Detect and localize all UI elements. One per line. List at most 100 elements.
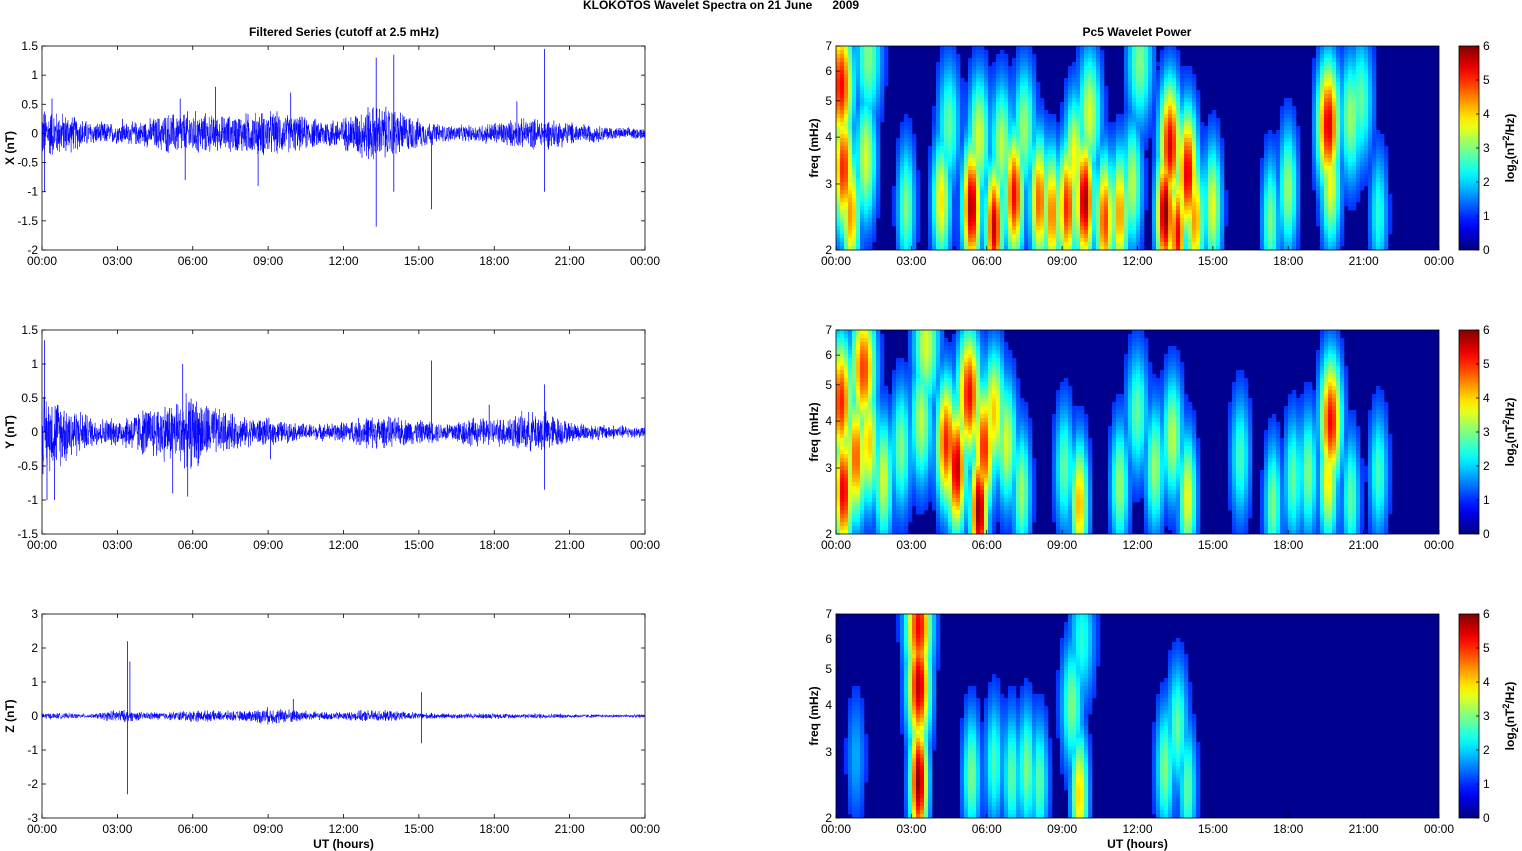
colorbar-label: log2(nT2/Hz): [1501, 682, 1520, 751]
heatmap-cells: [844, 614, 1201, 819]
colorbar-label-part: log: [1503, 448, 1517, 466]
y-tick-label: 4: [825, 698, 832, 712]
x-tick-label: 00:00: [630, 538, 660, 552]
colorbar-tick-label: 3: [1483, 141, 1490, 155]
y-tick-label: 3: [31, 607, 38, 621]
wavelet-panel-3: 00:00 03:00 06:00 09:00 12:00 15:00 18:00 21:00…: [807, 607, 1520, 851]
x-tick-label: 00:00: [27, 822, 57, 836]
x-tick-label: 15:00: [404, 254, 434, 268]
colorbar-tick-label: 6: [1483, 39, 1490, 53]
y-tick-label: 3: [825, 745, 832, 759]
y-tick-label: -1.5: [17, 527, 38, 541]
colorbar-tick-label: 2: [1483, 459, 1490, 473]
y-tick-label: 6: [825, 64, 832, 78]
timeseries-panel-1: 00:00 03:00 06:00 09:00 12:00 15:00 18:00 21:00…: [3, 39, 660, 268]
x-tick-label: 00:00: [821, 538, 851, 552]
x-tick-label: 09:00: [1047, 254, 1077, 268]
y-tick-label: 0: [31, 425, 38, 439]
heatmap-cells: [836, 330, 1393, 535]
y-tick-label: -0.5: [17, 459, 38, 473]
x-tick-label: 12:00: [328, 822, 358, 836]
colorbar-tick-label: 3: [1483, 709, 1490, 723]
colorbar-tick-label: 1: [1483, 493, 1490, 507]
x-tick-label: 03:00: [896, 254, 926, 268]
x-tick-label: 00:00: [630, 822, 660, 836]
x-tick-label: 12:00: [1122, 254, 1152, 268]
colorbar-label-part: (nT: [1503, 708, 1517, 727]
y-tick-label: 5: [825, 94, 832, 108]
x-tick-label: 09:00: [1047, 822, 1077, 836]
x-tick-label: 09:00: [1047, 538, 1077, 552]
x-tick-label: 09:00: [253, 254, 283, 268]
y-tick-label: 7: [825, 323, 832, 337]
x-tick-label: 15:00: [404, 822, 434, 836]
colorbar-label-part: 2: [1510, 443, 1520, 448]
colorbar-tick-label: 5: [1483, 641, 1490, 655]
y-tick-label: 1.5: [21, 39, 38, 53]
y-tick-label: 5: [825, 662, 832, 676]
y-tick-label: 4: [825, 130, 832, 144]
x-tick-label: 15:00: [1198, 538, 1228, 552]
x-tick-label: 21:00: [555, 538, 585, 552]
timeseries-panel-2: 00:00 03:00 06:00 09:00 12:00 15:00 18:00 21:00…: [3, 323, 660, 552]
wavelet-panel-2: 00:00 03:00 06:00 09:00 12:00 15:00 18:00 21:00…: [807, 323, 1520, 552]
x-tick-label: 12:00: [328, 254, 358, 268]
x-tick-label: 06:00: [972, 822, 1002, 836]
x-tick-label: 06:00: [972, 538, 1002, 552]
y-tick-label: 3: [825, 177, 832, 191]
colorbar-label: log2(nT2/Hz): [1501, 114, 1520, 183]
x-tick-label: 09:00: [253, 822, 283, 836]
colorbar-label-part: (nT: [1503, 140, 1517, 159]
y-tick-label: 7: [825, 39, 832, 53]
colorbar-tick-label: 4: [1483, 675, 1490, 689]
x-tick-label: 18:00: [1273, 254, 1303, 268]
x-tick-label: 12:00: [328, 538, 358, 552]
x-tick-label: 15:00: [1198, 254, 1228, 268]
y-tick-label: 0: [31, 709, 38, 723]
x-tick-label: 21:00: [1349, 538, 1379, 552]
colorbar-tick-label: 4: [1483, 391, 1490, 405]
colorbar-tick-label: 6: [1483, 323, 1490, 337]
colorbar-tick-label: 5: [1483, 73, 1490, 87]
x-tick-label: 18:00: [1273, 538, 1303, 552]
colorbar-label-part: 2: [1501, 704, 1511, 709]
y-tick-label: 1: [31, 68, 38, 82]
y-tick-label: -1: [27, 743, 38, 757]
x-tick-label: 18:00: [479, 822, 509, 836]
y-tick-label: 2: [825, 527, 832, 541]
x-tick-label: 06:00: [178, 538, 208, 552]
colorbar-label-part: 2: [1510, 159, 1520, 164]
y-tick-label: 6: [825, 632, 832, 646]
x-tick-label: 00:00: [821, 822, 851, 836]
x-tick-label: 15:00: [1198, 822, 1228, 836]
timeseries-panel-3: 00:00 03:00 06:00 09:00 12:00 15:00 18:00 21:00…: [3, 607, 660, 851]
x-tick-label: 21:00: [1349, 254, 1379, 268]
colorbar-label-part: 2: [1501, 420, 1511, 425]
signal-trace: [41, 707, 646, 725]
y-axis-label: freq (mHz): [807, 402, 821, 461]
y-tick-label: -3: [27, 811, 38, 825]
y-tick-label: -1: [27, 493, 38, 507]
colorbar-tick-label: 6: [1483, 607, 1490, 621]
x-tick-label: 18:00: [479, 254, 509, 268]
colorbar-tick-label: 1: [1483, 777, 1490, 791]
colorbar-tick-label: 2: [1483, 175, 1490, 189]
x-axis-label: UT (hours): [1107, 837, 1168, 851]
y-tick-label: 1.5: [21, 323, 38, 337]
x-tick-label: 06:00: [178, 822, 208, 836]
figure-title: KLOKOTOS Wavelet Spectra on 21 June 2009: [583, 0, 859, 12]
y-tick-label: -0.5: [17, 156, 38, 170]
y-tick-label: 2: [825, 811, 832, 825]
x-tick-label: 21:00: [555, 822, 585, 836]
colorbar-tick-label: 1: [1483, 209, 1490, 223]
x-tick-label: 12:00: [1122, 822, 1152, 836]
x-tick-label: 06:00: [972, 254, 1002, 268]
x-tick-label: 03:00: [896, 538, 926, 552]
x-tick-label: 18:00: [479, 538, 509, 552]
x-tick-label: 12:00: [1122, 538, 1152, 552]
colorbar-label-part: /Hz): [1503, 398, 1517, 420]
colorbar-label-part: 2: [1501, 136, 1511, 141]
y-tick-label: 0.5: [21, 391, 38, 405]
x-tick-label: 03:00: [896, 822, 926, 836]
